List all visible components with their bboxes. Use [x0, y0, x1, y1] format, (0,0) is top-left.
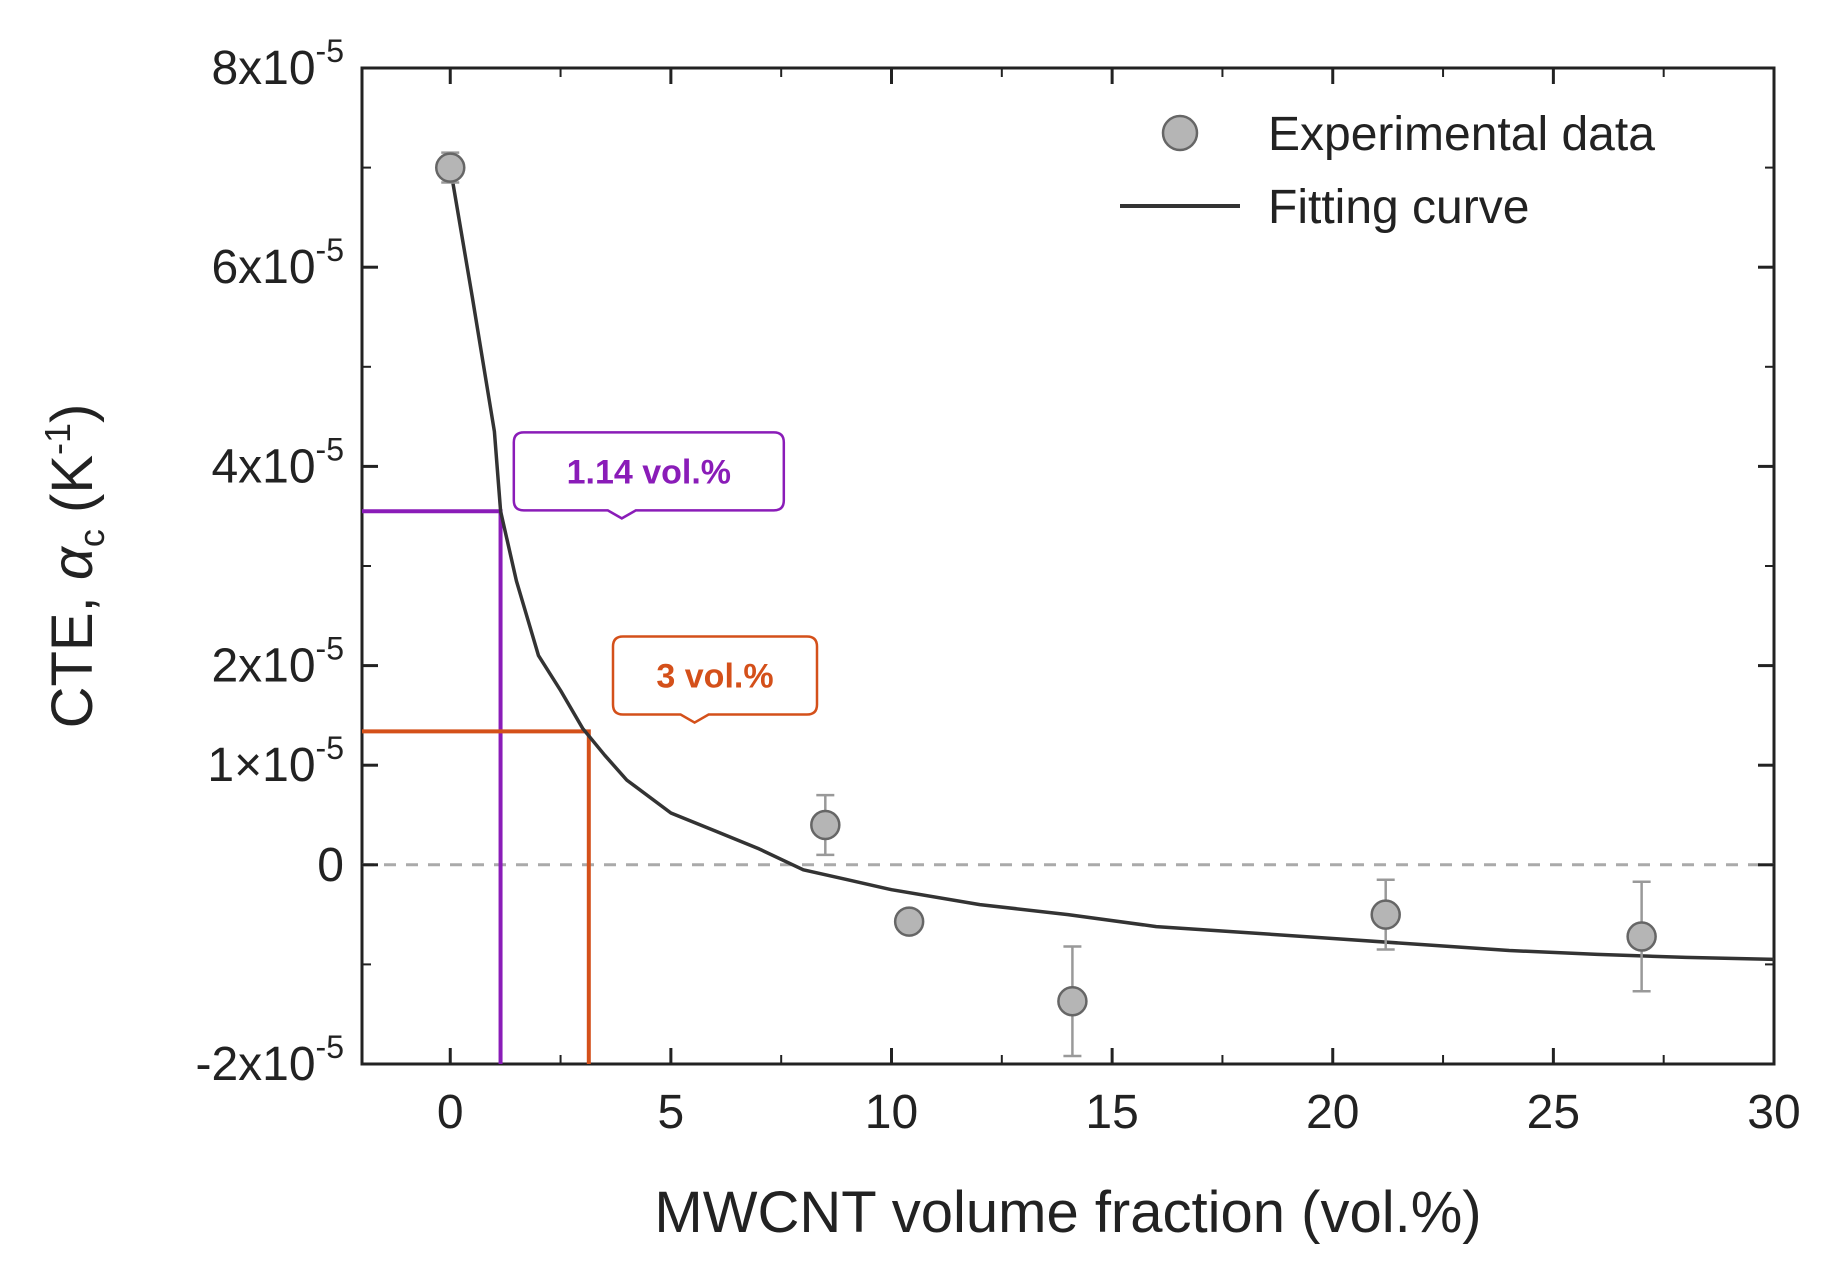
- annotation-callout-label: 3 vol.%: [656, 658, 773, 696]
- y-tick-label: 0: [317, 839, 344, 892]
- y-axis-title-unit-open: (K: [40, 455, 105, 529]
- y-axis-title-unit-close: ): [40, 404, 105, 423]
- legend: Experimental data Fitting curve: [1120, 108, 1655, 234]
- annotation-callout-box: [611, 635, 819, 724]
- fitting-curve-line: [448, 167, 1775, 962]
- annotation-callouts: 1.14 vol.% 3 vol.%: [512, 431, 819, 724]
- x-tick-label: 0: [437, 1086, 464, 1139]
- y-tick-label-base: 4x10: [211, 440, 315, 493]
- data-point: [810, 809, 841, 841]
- legend-marker-experimental: [1161, 114, 1199, 152]
- y-tick-label-exponent: -5: [316, 631, 344, 667]
- x-tick-label: 15: [1085, 1086, 1138, 1139]
- y-tick-label-base: 0: [317, 839, 344, 892]
- y-tick-label: 4x10-5: [211, 431, 344, 493]
- y-tick-label: 6x10-5: [211, 232, 344, 294]
- y-tick-label-exponent: -5: [316, 1029, 344, 1065]
- y-tick-label: 2x10-5: [211, 631, 344, 693]
- y-axis-title-prefix: CTE,: [40, 580, 105, 728]
- data-point: [893, 906, 925, 937]
- data-point: [1626, 921, 1657, 952]
- annotation-callout-label: 1.14 vol.%: [567, 453, 731, 491]
- data-point: [1370, 899, 1401, 930]
- x-tick-label: 5: [658, 1086, 685, 1139]
- annotation-guide-line: [362, 729, 591, 1064]
- y-tick-label-base: 8x10: [211, 42, 315, 95]
- x-tick-label: 20: [1306, 1086, 1359, 1139]
- plot-frame: [360, 66, 1776, 1066]
- x-tick-label: 25: [1527, 1086, 1580, 1139]
- y-tick-label-exponent: -5: [316, 232, 344, 268]
- axis-ticks: 0 5 10 15 20 25 308x10-56x10-54x10-52x10-51×10…: [195, 33, 1800, 1139]
- fitting-curve-layer: [448, 167, 1775, 962]
- annotation-callout-box: [512, 431, 786, 520]
- data-point: [435, 152, 466, 183]
- y-tick-label: 1×10-5: [207, 730, 344, 792]
- y-tick-label-base: 1×10: [207, 739, 315, 792]
- y-tick-label: -2x10-5: [195, 1029, 344, 1091]
- y-tick-label: 8x10-5: [211, 33, 344, 95]
- y-axis-title-symbol: α: [40, 545, 105, 580]
- experimental-points-layer: [435, 151, 1657, 1058]
- x-tick-label: 10: [865, 1086, 918, 1139]
- y-tick-label-base: 2x10: [211, 640, 315, 693]
- y-axis-title: CTE, αc (K-1): [37, 404, 112, 729]
- x-tick-label: 30: [1747, 1086, 1800, 1139]
- y-tick-label-exponent: -5: [316, 730, 344, 766]
- y-axis-title-unit-sup: -1: [37, 423, 78, 455]
- y-axis-title-symbol-sub: c: [71, 529, 112, 547]
- x-axis-title: MWCNT volume fraction (vol.%): [654, 1180, 1481, 1245]
- y-tick-label-base: 6x10: [211, 241, 315, 294]
- y-tick-label-exponent: -5: [316, 431, 344, 467]
- y-tick-label-exponent: -5: [316, 33, 344, 69]
- y-tick-label-base: -2x10: [195, 1038, 315, 1091]
- svg-text:CTE, αc (K-1): CTE, αc (K-1): [37, 404, 112, 729]
- data-point: [1057, 986, 1088, 1017]
- legend-label-experimental: Experimental data: [1268, 108, 1655, 161]
- legend-label-fitting: Fitting curve: [1268, 181, 1529, 234]
